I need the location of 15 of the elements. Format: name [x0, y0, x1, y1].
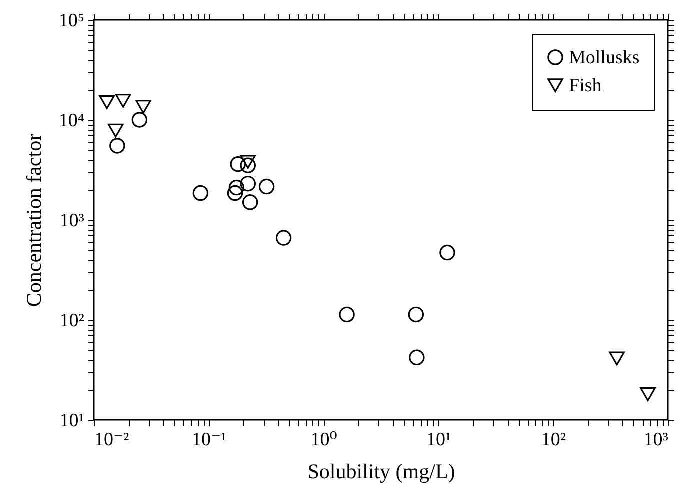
x-tick-label: 10⁻¹ — [192, 430, 227, 450]
legend-label: Mollusks — [569, 48, 640, 68]
x-tick-label: 10³ — [644, 430, 669, 450]
x-tick-label: 10⁻² — [94, 430, 130, 450]
y-tick-label: 10⁴ — [58, 110, 85, 132]
x-tick-label: 10⁰ — [310, 430, 338, 450]
y-tick-label: 10¹ — [60, 410, 85, 432]
y-tick-label: 10² — [60, 310, 85, 332]
x-axis-title: Solubility (mg/L) — [308, 460, 456, 484]
y-tick-label: 10³ — [60, 210, 85, 232]
y-tick-label: 10⁵ — [58, 10, 84, 32]
x-tick-label: 10¹ — [426, 430, 452, 450]
x-tick-label: 10² — [541, 430, 566, 450]
legend-label: Fish — [569, 76, 602, 96]
y-axis-title: Concentration factor — [22, 134, 46, 308]
